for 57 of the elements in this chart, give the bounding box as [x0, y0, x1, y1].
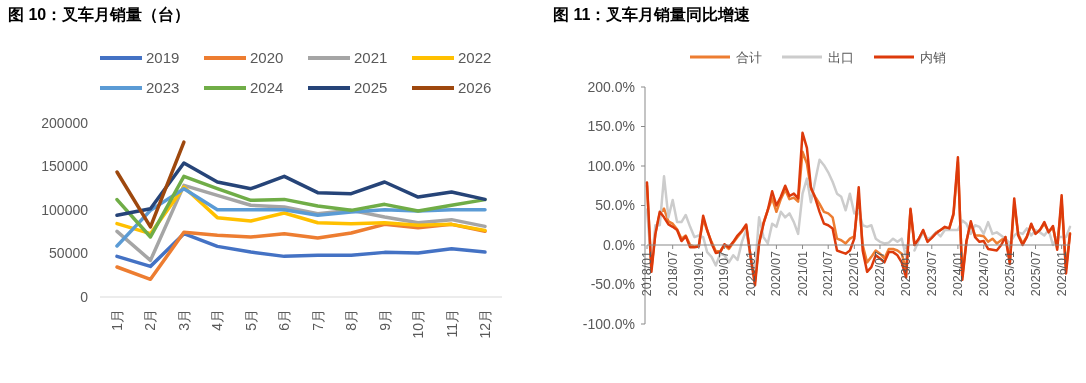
legend-label: 2026	[458, 79, 492, 97]
x-tick-label: 2022/01	[847, 250, 862, 297]
legend-label: 2025	[354, 79, 388, 97]
chart-title: 图 11：叉车月销量同比增速	[553, 6, 752, 23]
x-tick-label: 2023/07	[924, 250, 939, 297]
x-tick-label: 12月	[477, 309, 493, 339]
legend-label: 2024	[250, 79, 284, 97]
x-tick-label: 1月	[109, 309, 125, 331]
line-series	[115, 174, 487, 239]
x-tick-label: 5月	[242, 309, 259, 331]
x-tick-label: 2021/01	[795, 250, 810, 297]
y-tick-label: 200000	[41, 114, 89, 131]
legend-label: 2020	[250, 49, 284, 67]
x-tick-label: 4月	[209, 309, 226, 331]
y-tick-label: 50.0%	[595, 197, 635, 214]
y-tick-label: 50000	[49, 245, 89, 262]
y-tick-label: -50.0%	[590, 276, 635, 293]
legend-label: 2021	[354, 49, 388, 67]
x-tick-label: 2020/01	[743, 250, 758, 297]
y-tick-label: 150000	[41, 158, 89, 175]
y-tick-label: 100000	[41, 201, 89, 218]
y-tick-label: -100.0%	[582, 315, 635, 332]
line-series	[115, 161, 487, 218]
y-tick-label: 200.0%	[587, 78, 635, 95]
chart-title: 图 10：叉车月销量（台）	[8, 6, 191, 24]
x-tick-label: 2023/01	[899, 250, 914, 297]
x-tick-label: 2018/07	[665, 250, 680, 297]
x-tick-label: 8月	[343, 309, 360, 331]
x-tick-label: 10月	[410, 309, 427, 339]
y-tick-label: 0	[80, 288, 89, 305]
y-tick-label: 150.0%	[587, 118, 635, 135]
y-tick-label: 0.0%	[603, 236, 635, 253]
legend-label: 2023	[146, 79, 180, 97]
x-tick-label: 2018/01	[640, 250, 654, 297]
x-tick-label: 2025/07	[1028, 250, 1043, 297]
x-tick-label: 2021/07	[821, 250, 836, 297]
x-tick-label: 2024/01	[950, 250, 965, 297]
line-series	[115, 231, 487, 269]
legend-label: 出口	[828, 49, 854, 65]
x-tick-label: 6月	[276, 309, 293, 331]
x-tick-label: 3月	[175, 309, 192, 331]
x-tick-label: 2024/07	[976, 250, 991, 297]
x-tick-label: 9月	[376, 309, 393, 331]
x-tick-label: 7月	[309, 309, 326, 331]
x-tick-label: 2026/01	[1054, 250, 1069, 297]
legend-label: 内销	[920, 49, 946, 65]
x-tick-label: 2019/01	[691, 250, 706, 297]
x-tick-label: 2025/01	[1002, 250, 1017, 297]
x-tick-label: 2020/07	[769, 250, 784, 297]
legend-label: 2019	[146, 49, 180, 67]
x-tick-label: 2022/07	[873, 250, 887, 297]
legend-label: 2022	[458, 49, 492, 67]
legend-label: 合计	[736, 49, 762, 65]
y-tick-label: 100.0%	[587, 157, 635, 174]
x-tick-label: 11月	[443, 309, 460, 338]
x-tick-label: 2月	[142, 309, 159, 331]
x-tick-label: 2019/07	[717, 250, 732, 297]
